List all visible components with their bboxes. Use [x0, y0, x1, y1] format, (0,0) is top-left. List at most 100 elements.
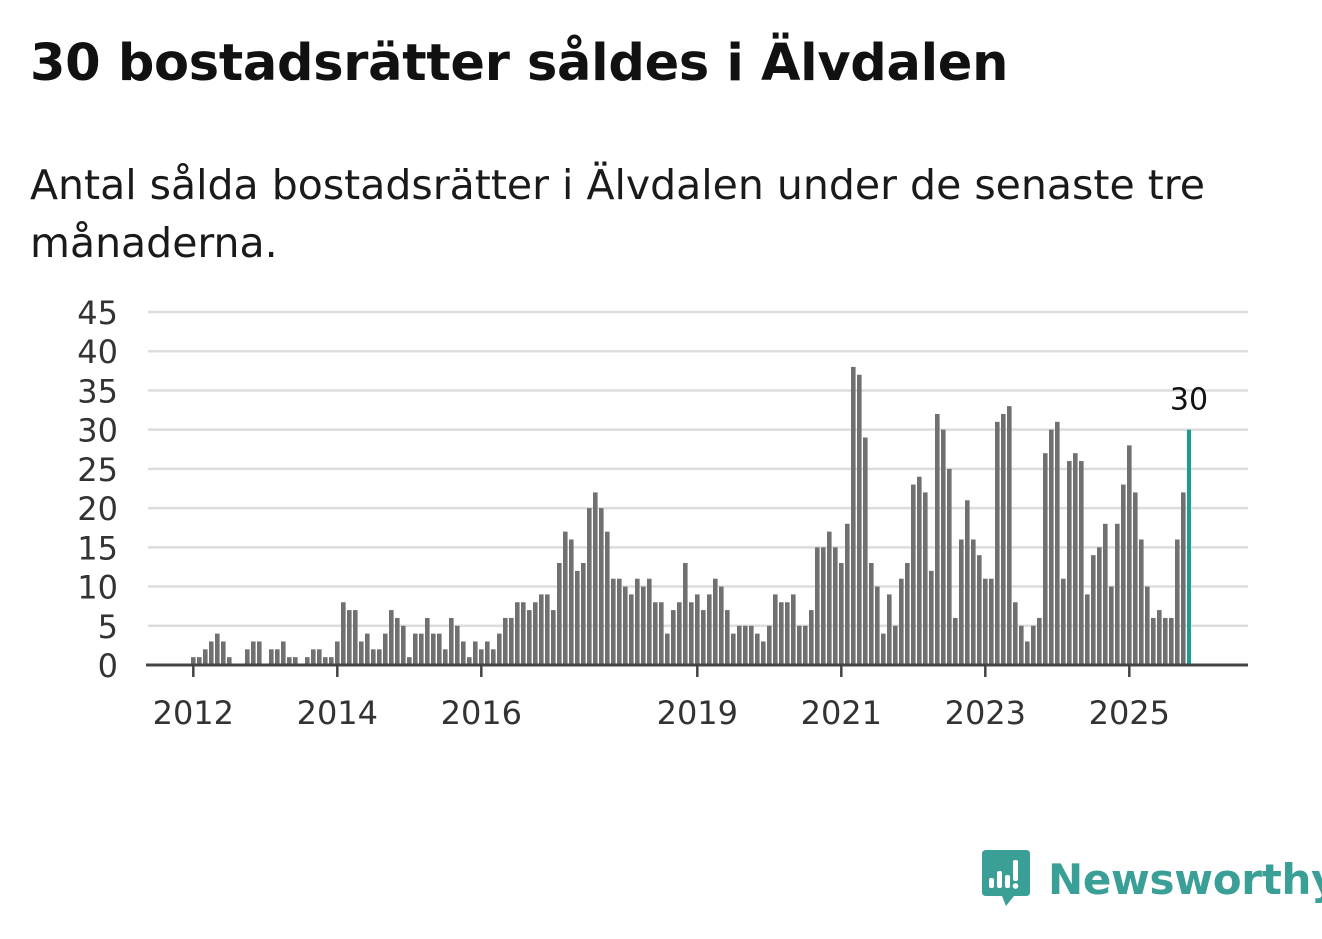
bar [455, 625, 460, 665]
bar [545, 594, 550, 665]
bar [431, 633, 436, 665]
bar [1067, 461, 1072, 665]
bar [893, 625, 898, 665]
brand-name: Newsworthy [1048, 854, 1322, 904]
bar [563, 531, 568, 665]
bar [527, 610, 532, 665]
x-tick-label-2025: 2025 [1089, 694, 1170, 732]
x-tick-label-2023: 2023 [945, 694, 1026, 732]
bar [611, 578, 616, 665]
bar [1121, 484, 1126, 665]
bar [305, 657, 310, 665]
bar [1115, 523, 1120, 665]
bar [275, 649, 280, 665]
bar [767, 625, 772, 665]
bar [575, 570, 580, 665]
bar [677, 602, 682, 665]
bar [479, 649, 484, 665]
bar [701, 610, 706, 665]
y-tick-label-25: 25 [77, 451, 118, 489]
bar [587, 508, 592, 665]
bar [785, 602, 790, 665]
bar [983, 578, 988, 665]
latest-value-label: 30 [1170, 383, 1208, 418]
bar [521, 602, 526, 665]
bar [809, 610, 814, 665]
bar [653, 602, 658, 665]
bar [1085, 594, 1090, 665]
bar [335, 641, 340, 665]
bar [965, 500, 970, 665]
bar [401, 625, 406, 665]
bar [803, 625, 808, 665]
bar [977, 555, 982, 665]
bar [959, 539, 964, 665]
bar [467, 657, 472, 665]
bar [1157, 610, 1162, 665]
bar [377, 649, 382, 665]
bar [773, 594, 778, 665]
bar [791, 594, 796, 665]
bar [359, 641, 364, 665]
bar [761, 641, 766, 665]
bar [1001, 413, 1006, 665]
bar [1181, 492, 1186, 665]
bar [1091, 555, 1096, 665]
bar [1151, 617, 1156, 665]
bar [509, 617, 514, 665]
bar [605, 531, 610, 665]
bar [191, 657, 196, 665]
bar [947, 468, 952, 665]
bar [557, 563, 562, 665]
bar [281, 641, 286, 665]
bar [731, 633, 736, 665]
bar [995, 421, 1000, 665]
bar [935, 413, 940, 665]
bar [845, 523, 850, 665]
x-tick-label-2012: 2012 [153, 694, 234, 732]
bar [329, 657, 334, 665]
bar [317, 649, 322, 665]
y-tick-label-10: 10 [77, 569, 118, 607]
bar [473, 641, 478, 665]
bar [989, 578, 994, 665]
bar [1055, 421, 1060, 665]
bar [287, 657, 292, 665]
bar [857, 374, 862, 665]
y-tick-label-35: 35 [77, 372, 118, 410]
bar [323, 657, 328, 665]
bar [797, 625, 802, 665]
bar [551, 610, 556, 665]
bar [695, 594, 700, 665]
bar [1073, 453, 1078, 665]
bar [1175, 539, 1180, 665]
bar [881, 633, 886, 665]
bar [839, 563, 844, 665]
bar [437, 633, 442, 665]
bar [539, 594, 544, 665]
bar [941, 429, 946, 665]
bar [1007, 406, 1012, 665]
bar [617, 578, 622, 665]
bar [1145, 586, 1150, 665]
bar [425, 617, 430, 665]
bar [863, 437, 868, 665]
bar [971, 539, 976, 665]
bar [347, 610, 352, 665]
bar [197, 657, 202, 665]
y-tick-label-15: 15 [77, 529, 118, 567]
bar [683, 563, 688, 665]
bar [671, 610, 676, 665]
bar [1031, 625, 1036, 665]
bar [209, 641, 214, 665]
bar [341, 602, 346, 665]
bar [749, 625, 754, 665]
bar [887, 594, 892, 665]
bar [485, 641, 490, 665]
bar [641, 586, 646, 665]
bar [389, 610, 394, 665]
bar [515, 602, 520, 665]
bar [569, 539, 574, 665]
